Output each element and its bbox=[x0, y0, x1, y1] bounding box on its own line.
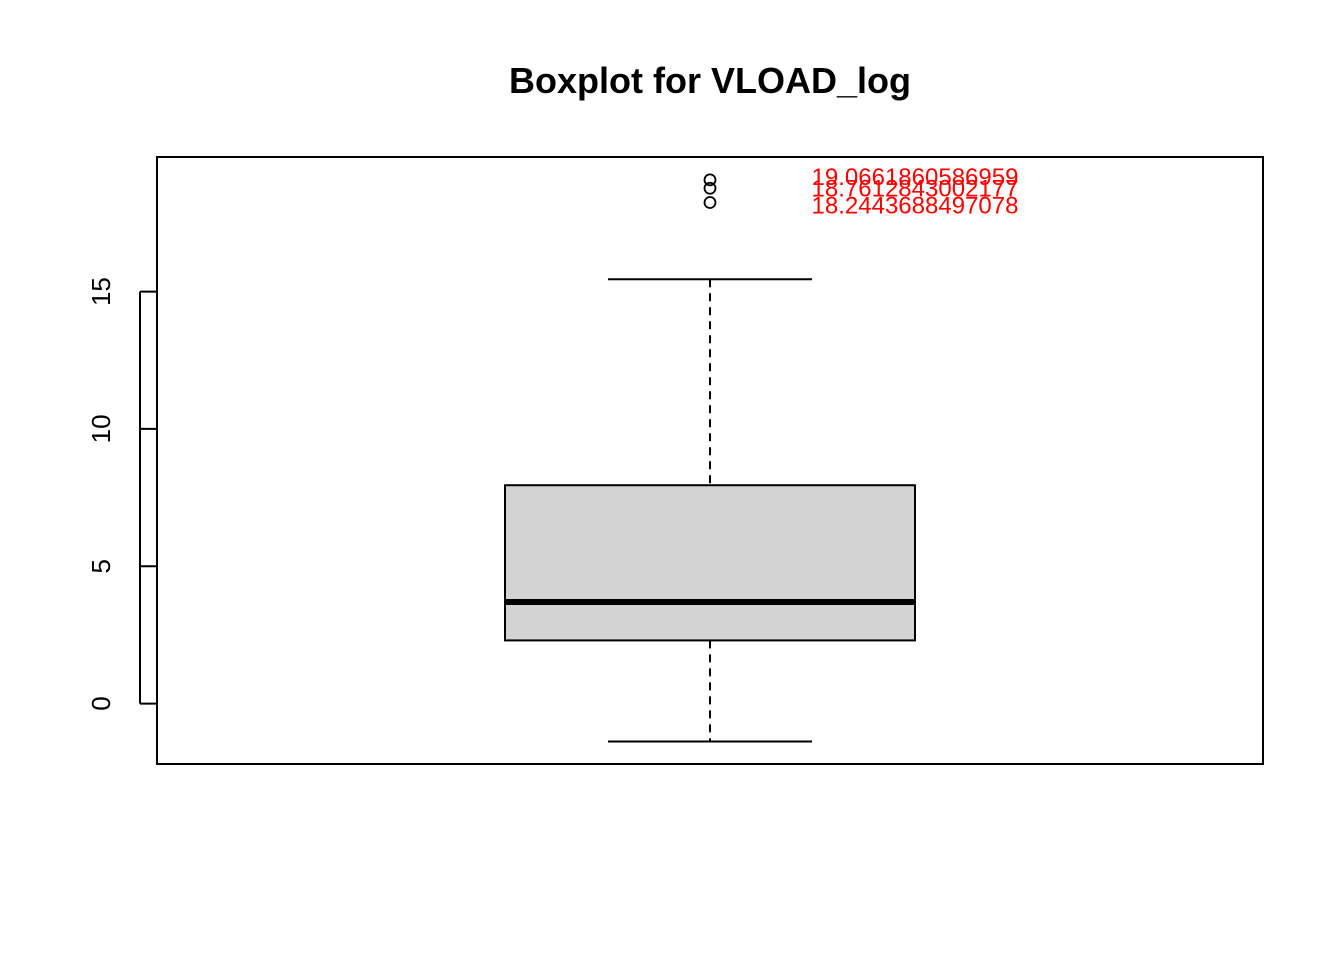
y-tick-label: 10 bbox=[86, 414, 116, 443]
plot-frame bbox=[156, 156, 1264, 765]
outlier-point bbox=[703, 181, 717, 195]
outlier-label: 18.7612843002177 bbox=[812, 175, 1019, 202]
outlier-point bbox=[703, 196, 717, 209]
plot-area: 0 5 10 15 19.066186058695918.761284300217718… bbox=[86, 156, 1264, 765]
outlier-label: 19.0661860586959 bbox=[812, 164, 1019, 191]
chart-title: Boxplot for VLOAD_log bbox=[509, 60, 911, 101]
outlier-point bbox=[703, 173, 717, 187]
y-tick-label: 0 bbox=[86, 696, 116, 710]
y-tick-label: 5 bbox=[86, 559, 116, 573]
iqr-box bbox=[504, 484, 916, 642]
outlier-label: 18.2443688497078 bbox=[812, 192, 1019, 219]
y-tick-label: 15 bbox=[86, 277, 116, 306]
